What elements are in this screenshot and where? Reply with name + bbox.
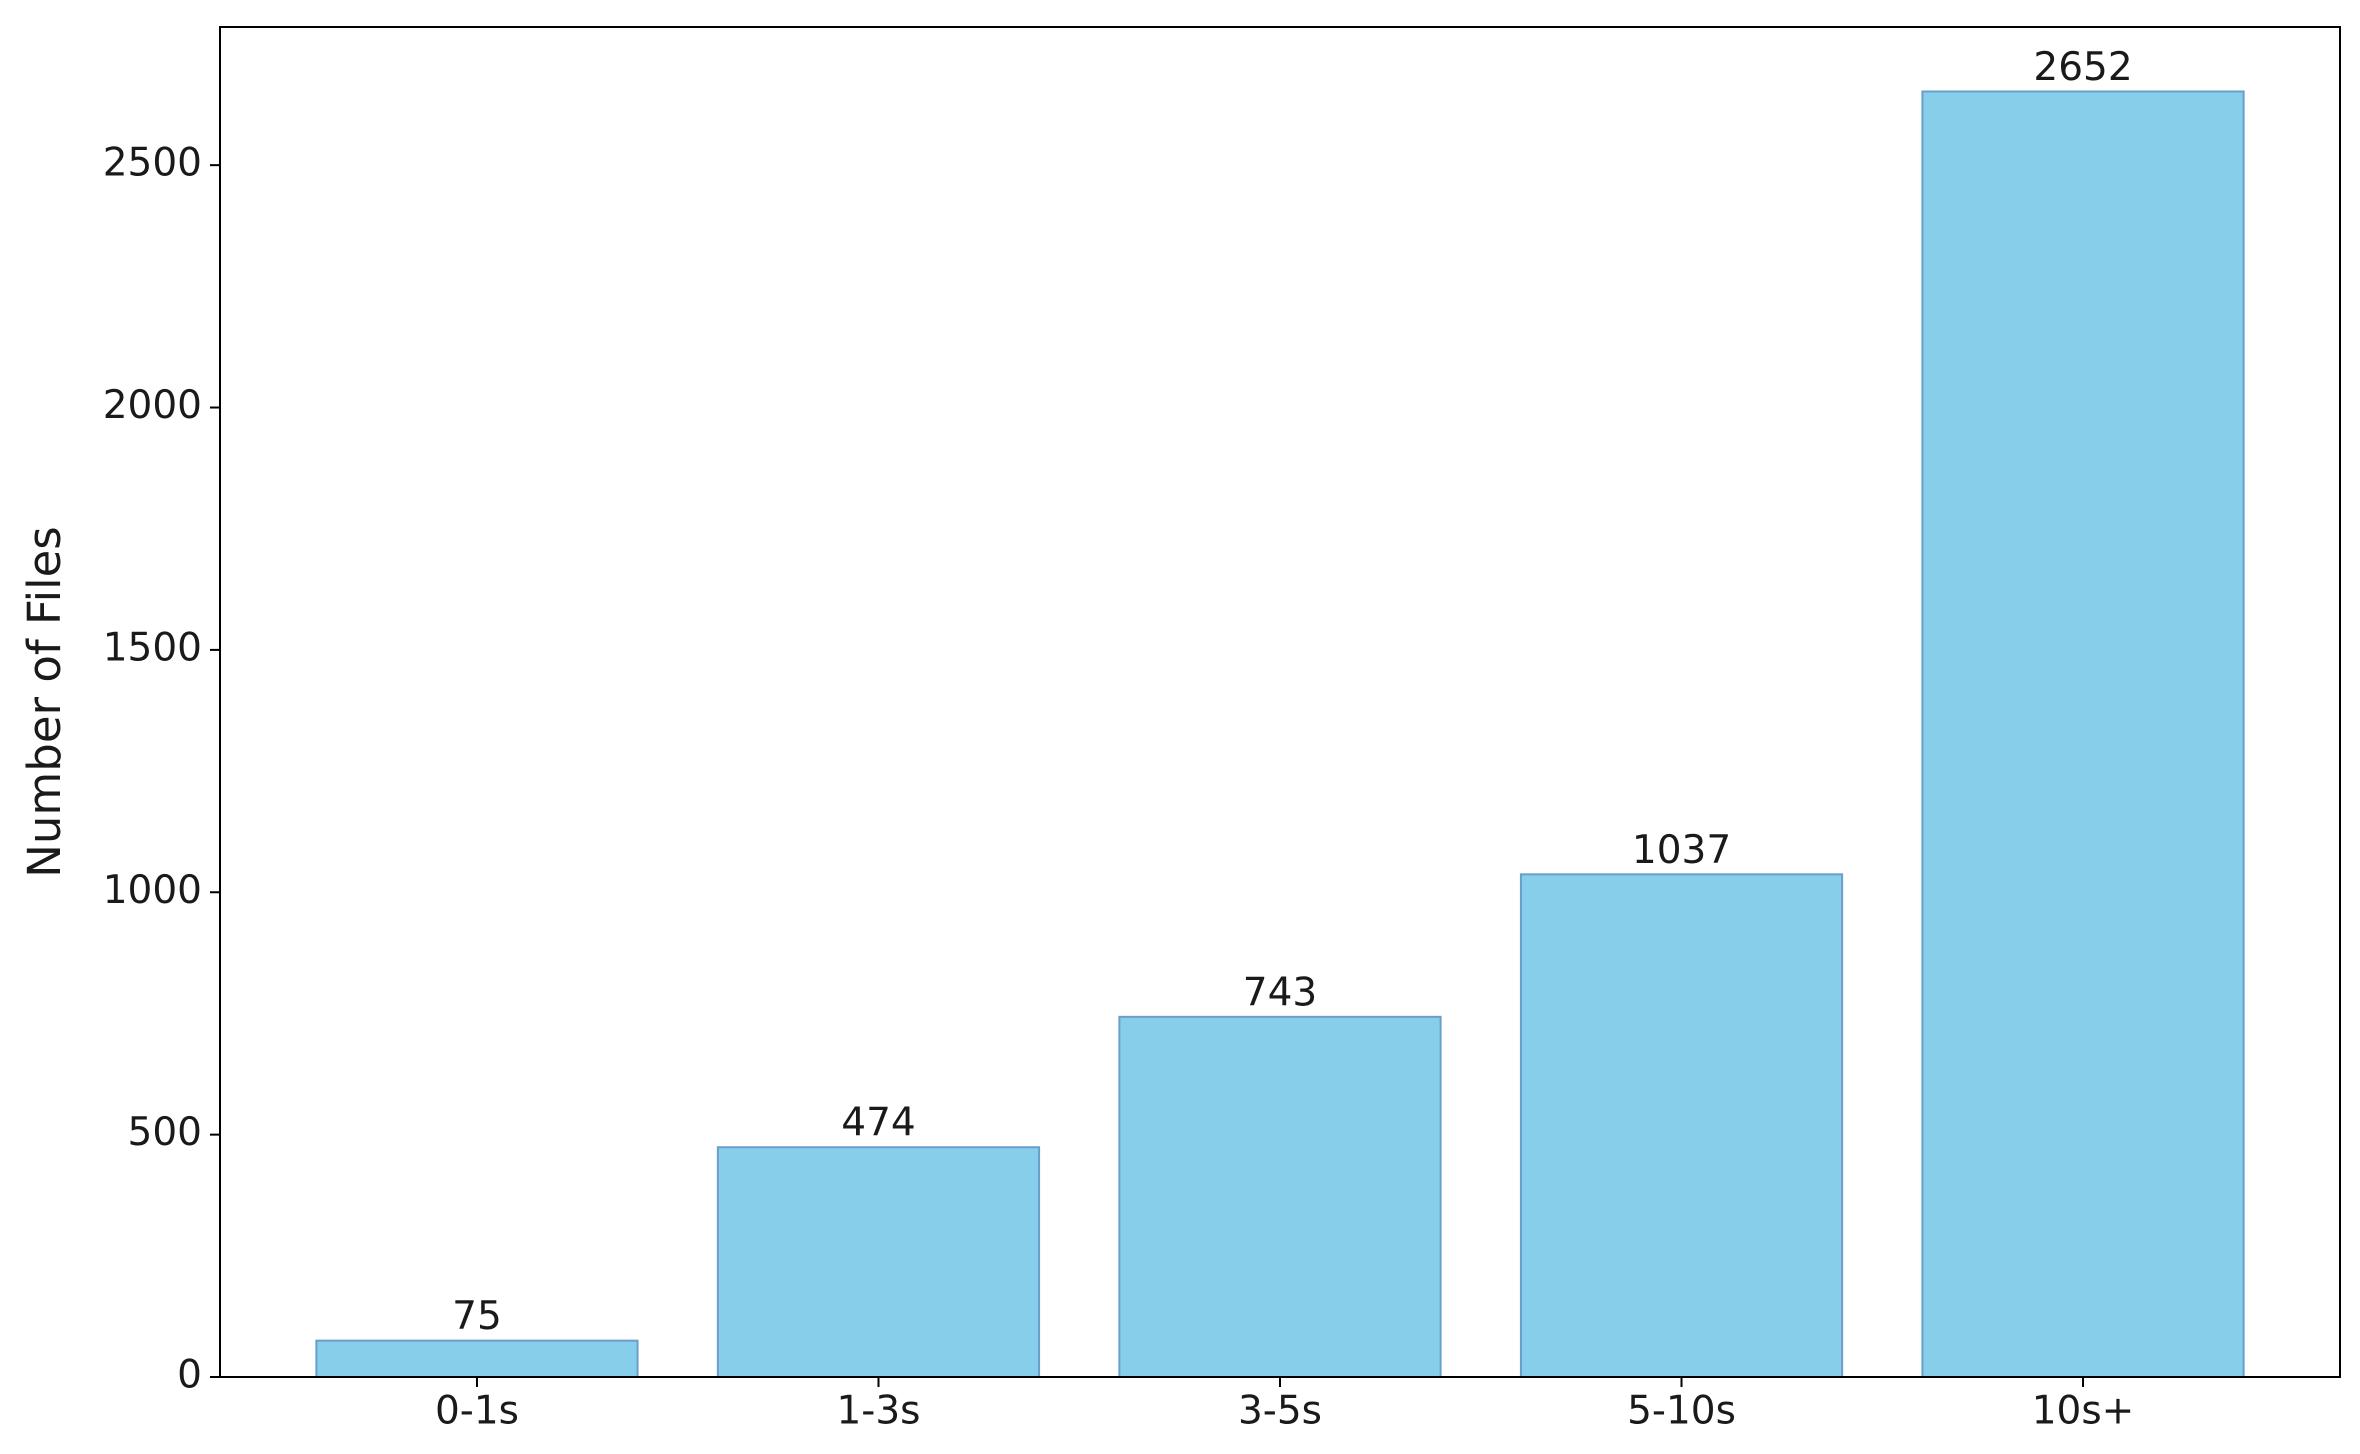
x-tick-label: 1-3s — [836, 1389, 920, 1434]
y-tick-label: 1000 — [103, 868, 202, 913]
x-tick-label: 3-5s — [1238, 1389, 1322, 1434]
value-label: 75 — [452, 1294, 502, 1339]
x-tick-label: 5-10s — [1627, 1389, 1736, 1434]
value-label: 2652 — [2033, 45, 2132, 90]
bar — [716, 1146, 1041, 1378]
y-tick-label: 500 — [128, 1110, 202, 1155]
y-tick-label: 0 — [177, 1353, 202, 1398]
y-axis-label: Number of Files — [18, 526, 71, 878]
plot-frame — [219, 26, 2341, 1378]
value-label: 743 — [1243, 970, 1317, 1015]
value-label: 1037 — [1632, 828, 1731, 873]
x-tick-label: 10s+ — [2032, 1389, 2135, 1434]
bar — [1519, 873, 1844, 1378]
bar — [315, 1339, 639, 1379]
y-tick-label: 1500 — [103, 625, 202, 670]
bar — [1921, 90, 2245, 1379]
x-tick-label: 0-1s — [435, 1389, 519, 1434]
value-label: 474 — [841, 1101, 915, 1146]
y-tick-label: 2000 — [103, 383, 202, 428]
y-tick-label: 2500 — [103, 141, 202, 186]
bar — [1118, 1015, 1442, 1379]
